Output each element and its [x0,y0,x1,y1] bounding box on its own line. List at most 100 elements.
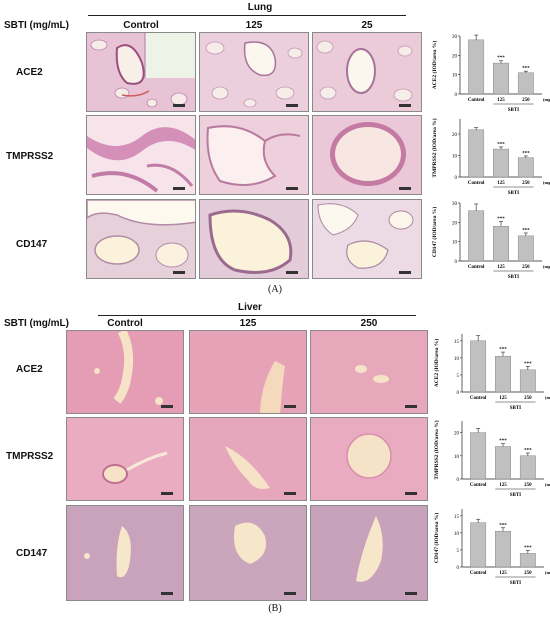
y-tick-label: 10 [452,155,458,160]
bar-chart-liver-ace2: ACE2 (IOD/area %) 0 5 10 15 Control *** 125 *** 2… [430,330,550,414]
row-label-cd147: CD147 [16,548,48,559]
category-label: 125 [497,98,505,103]
category-label: 250 [524,396,532,401]
bar [468,129,485,178]
bar [468,210,485,262]
y-tick-label: 30 [452,35,458,40]
panel-b-liver: Liver SBTI (mg/mL) Control 125 250 ACE2 … [0,300,550,618]
significance-label: *** [524,546,532,551]
y-axis-label: TMPRSS2 (IOD/area %) [431,118,438,177]
chart-svg: ACE2 (IOD/area %) 0 5 10 15 Control *** 125 *** 2… [433,334,550,411]
bar-chart-liver-cd147: CD147 (IOD/area %) 0 5 10 15 Control *** 125 ***… [430,505,550,589]
category-label: 250 [522,98,530,103]
category-label: Control [468,265,485,270]
micrograph-lung-tmprss2-25 [312,115,422,195]
bar [470,432,487,480]
bar-chart-lung-ace2: ACE2 (IOD/area %) 0 10 20 30 Control *** 125 ***… [428,32,550,116]
row-label-tmprss2: TMPRSS2 [6,151,54,162]
y-axis-label: ACE2 (IOD/area %) [431,41,438,90]
chart-svg: ACE2 (IOD/area %) 0 10 20 30 Control *** 125 ***… [431,34,550,113]
unit-label: (mg/kg) [545,570,550,575]
micrograph-lung-cd147-125 [199,199,309,279]
bar-chart-lung-tmprss2: TMPRSS2 (IOD/area %) 0 10 20 Control *** 125 **… [428,115,550,199]
category-label: 125 [499,483,507,488]
y-tick-label: 0 [457,566,460,571]
bar [519,369,536,393]
group-label: SBTI [508,108,519,113]
bar-chart-lung-cd147: CD147 (IOD/area %) 0 10 20 30 Control *** 125 **… [428,199,550,283]
chart-svg: TMPRSS2 (IOD/area %) 0 10 20 Control *** 125 **… [431,118,550,196]
significance-label: *** [499,523,507,528]
micrograph-liver-ace2-control [66,330,184,414]
y-axis-label: CD147 (IOD/area %) [431,207,438,257]
unit-label: (mg/kg) [543,264,550,269]
significance-label: *** [499,439,507,444]
y-tick-label: 15 [454,515,460,520]
category-label: 125 [497,181,505,186]
category-label: 250 [522,265,530,270]
row-label-tmprss2: TMPRSS2 [6,451,54,462]
dose-label: SBTI (mg/mL) [4,20,69,31]
micrograph-lung-tmprss2-control [86,115,196,195]
bar [495,530,511,568]
bar [517,235,534,262]
panel-label: (A) [268,284,282,295]
category-label: Control [468,98,485,103]
y-tick-label: 0 [455,176,458,181]
unit-label: (mg/kg) [543,97,550,102]
column-header-dose-1: 125 [239,318,257,329]
bar [517,72,534,95]
y-tick-label: 10 [454,455,460,460]
organ-rule [88,15,406,16]
bar [470,340,487,393]
significance-label: *** [499,348,507,353]
column-header-dose-2: 250 [360,318,378,329]
bar [468,39,485,95]
chart-svg: CD147 (IOD/area %) 0 5 10 15 Control *** 125 ***… [433,509,550,586]
category-label: Control [470,571,487,576]
y-tick-label: 10 [454,357,460,362]
panel-a-lung: Lung SBTI (mg/mL) Control 125 25 ACE2 TM… [0,0,550,300]
group-label: SBTI [508,275,519,280]
bar-chart-liver-tmprss2: TMPRSS2 (IOD/area %) 0 10 20 Control *** 125 **… [430,417,550,501]
bar [470,522,487,568]
bar [517,157,534,178]
significance-label: *** [522,151,530,156]
y-tick-label: 0 [457,391,460,396]
category-label: 125 [499,571,507,576]
micrograph-liver-cd147-control [66,505,184,601]
chart-svg: TMPRSS2 (IOD/area %) 0 10 20 Control *** 125 **… [433,420,550,498]
group-label: SBTI [510,581,521,586]
dose-label: SBTI (mg/mL) [4,318,69,329]
micrograph-liver-tmprss2-control [66,417,184,501]
bar [493,148,509,178]
micrograph-liver-cd147-250 [310,505,428,601]
y-tick-label: 10 [452,241,458,246]
y-tick-label: 0 [457,478,460,483]
category-label: 250 [524,483,532,488]
bar [519,553,536,568]
unit-label: (mg/kg) [543,180,550,185]
row-label-ace2: ACE2 [16,364,43,375]
y-tick-label: 0 [455,260,458,265]
bar [495,446,511,480]
significance-label: *** [497,142,505,147]
y-tick-label: 20 [452,54,458,59]
micrograph-lung-ace2-25 [312,32,422,112]
micrograph-liver-ace2-250 [310,330,428,414]
micrograph-liver-ace2-125 [189,330,307,414]
bar [493,226,509,262]
bar [519,455,536,480]
category-label: 125 [497,265,505,270]
chart-svg: CD147 (IOD/area %) 0 10 20 30 Control *** 125 **… [431,202,550,280]
column-header-control: Control [107,318,143,329]
y-tick-label: 30 [452,202,458,207]
category-label: 250 [524,571,532,576]
significance-label: *** [497,217,505,222]
micrograph-lung-cd147-control [86,199,196,279]
y-tick-label: 5 [457,549,460,554]
category-label: Control [470,483,487,488]
y-axis-label: CD147 (IOD/area %) [433,513,440,563]
y-tick-label: 0 [455,93,458,98]
micrograph-liver-tmprss2-125 [189,417,307,501]
